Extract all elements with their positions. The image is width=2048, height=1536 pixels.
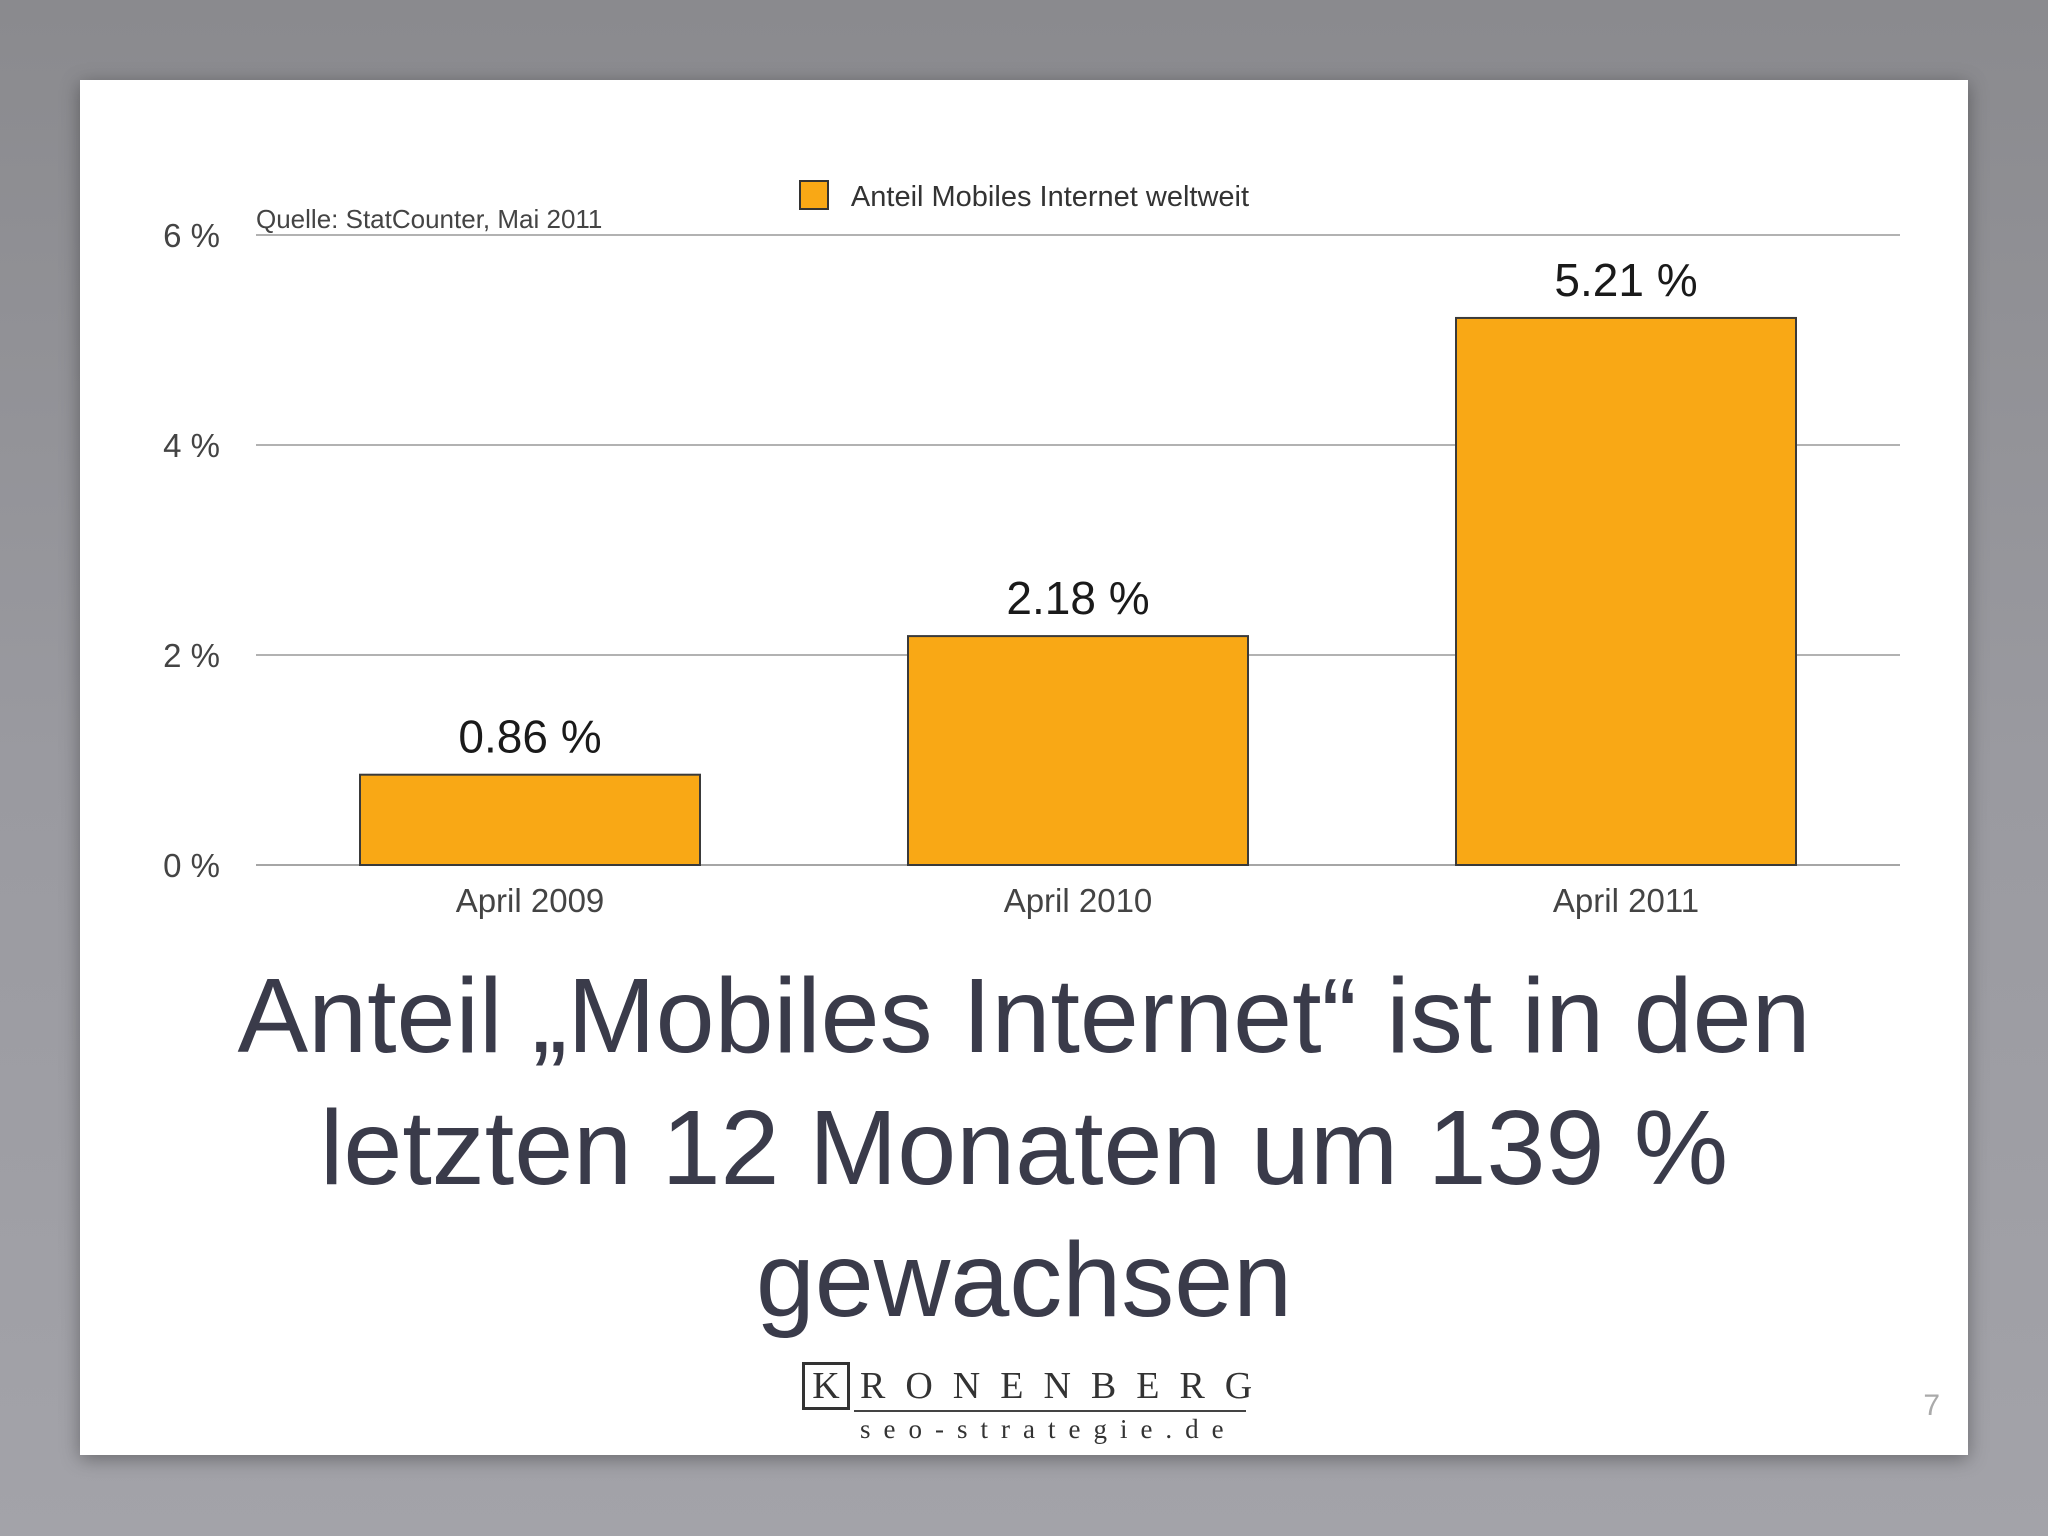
logo-subline: seo-strategie.de	[860, 1414, 1237, 1444]
y-tick-label: 4 %	[163, 427, 220, 464]
slide: Anteil Mobiles Internet weltweit Quelle:…	[80, 80, 1968, 1455]
legend-label: Anteil Mobiles Internet weltweit	[850, 181, 1250, 213]
logo-wordmark: RONENBERG	[860, 1365, 1273, 1407]
legend-swatch	[798, 180, 829, 210]
page-number: 7	[1923, 1389, 1940, 1422]
y-tick-label: 0 %	[163, 847, 220, 884]
logo-mark-letter: K	[802, 1362, 850, 1410]
bar	[907, 635, 1249, 866]
y-tick-label: 6 %	[163, 217, 220, 254]
slide-headline: Anteil „Mobiles Internet“ ist in den let…	[237, 957, 1811, 1339]
bar	[359, 773, 701, 867]
x-tick-label: April 2010	[1004, 882, 1153, 919]
kronenberg-logo: K RONENBERG seo-strategie.de	[802, 1362, 1330, 1452]
bar	[1455, 316, 1797, 866]
y-tick-label: 2 %	[163, 637, 220, 674]
data-label: 0.86 %	[458, 711, 601, 763]
logo-divider	[854, 1410, 1246, 1412]
chart-legend: Anteil Mobiles Internet weltweit	[80, 180, 1968, 214]
bar-chart: 0 % 2 % 4 % 6 % 0.86 % April 2009 2.18 % April …	[163, 217, 1900, 919]
data-label: 5.21 %	[1554, 254, 1697, 306]
data-label: 2.18 %	[1006, 572, 1149, 624]
x-tick-label: April 2011	[1553, 882, 1699, 919]
x-tick-label: April 2009	[456, 882, 605, 919]
source-note: Quelle: StatCounter, Mai 2011	[256, 204, 603, 234]
